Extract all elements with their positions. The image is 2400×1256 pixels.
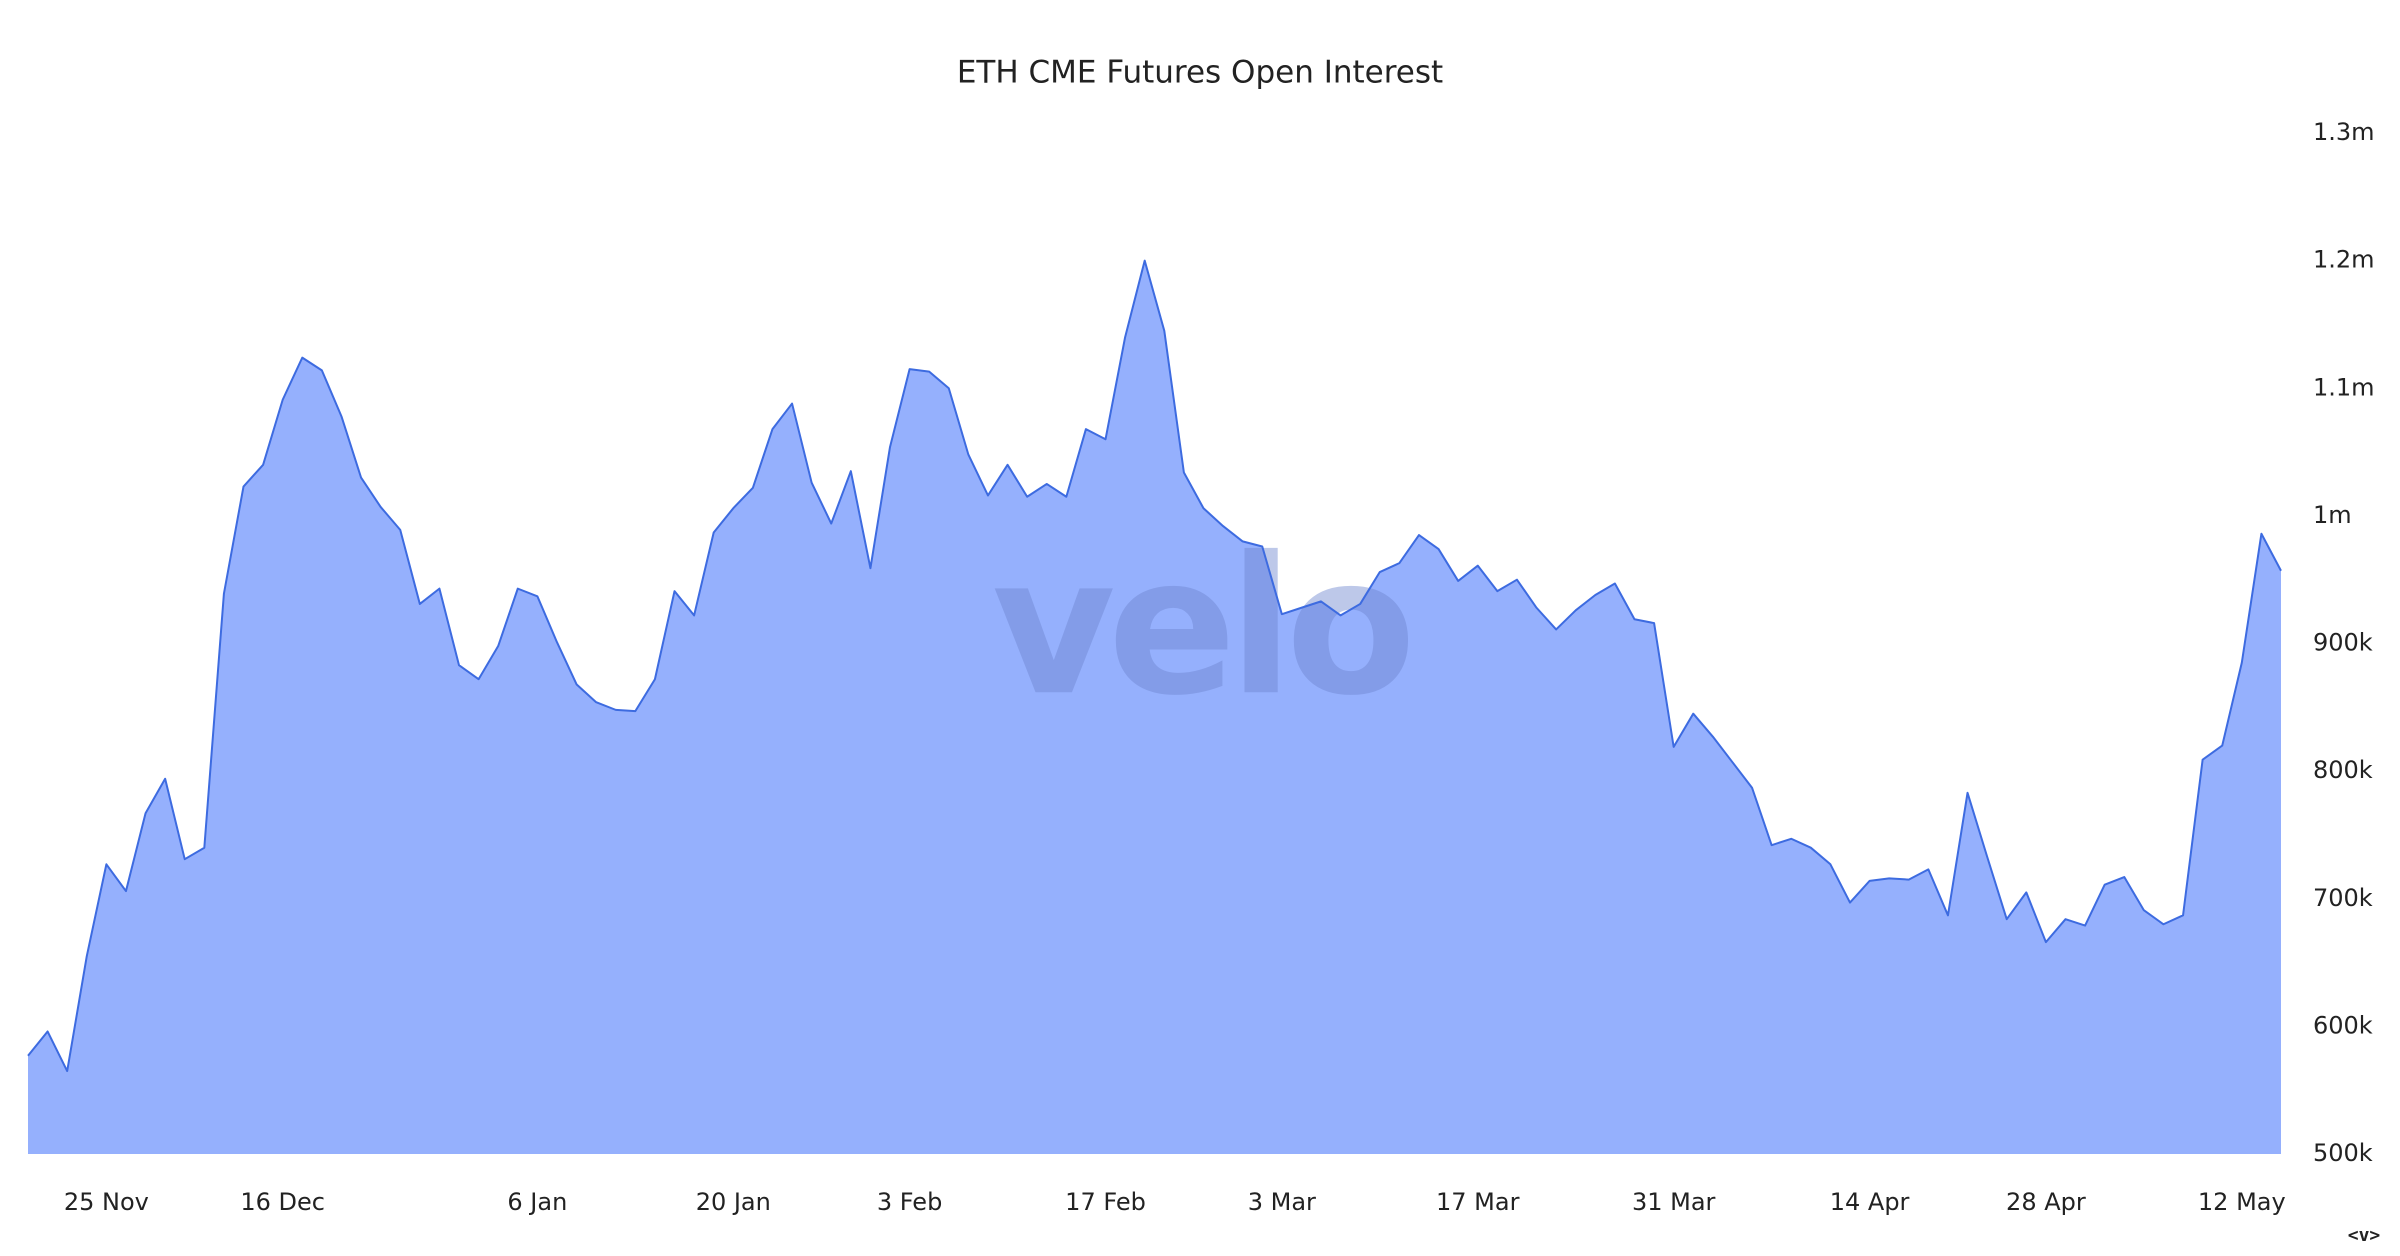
y-tick-label: 800k xyxy=(2313,756,2373,784)
watermark: velo xyxy=(992,516,1409,737)
y-tick-label: 1.3m xyxy=(2313,118,2375,146)
x-tick-label: 6 Jan xyxy=(507,1188,567,1216)
y-tick-label: 1m xyxy=(2313,501,2352,529)
x-tick-label: 16 Dec xyxy=(240,1188,325,1216)
y-tick-label: 1.2m xyxy=(2313,246,2375,274)
y-tick-label: 700k xyxy=(2313,884,2373,912)
y-tick-label: 1.1m xyxy=(2313,373,2375,401)
x-tick-label: 31 Mar xyxy=(1632,1188,1716,1216)
y-tick-label: 900k xyxy=(2313,629,2373,657)
y-tick-label: 600k xyxy=(2313,1011,2373,1039)
x-tick-label: 17 Feb xyxy=(1065,1188,1146,1216)
x-tick-label: 25 Nov xyxy=(64,1188,149,1216)
chart-control[interactable]: <v> xyxy=(2348,1225,2381,1246)
x-tick-label: 14 Apr xyxy=(1830,1188,1910,1216)
x-tick-label: 3 Feb xyxy=(877,1188,942,1216)
area-fill xyxy=(28,260,2281,1154)
x-tick-label: 12 May xyxy=(2198,1188,2286,1216)
x-tick-label: 17 Mar xyxy=(1436,1188,1520,1216)
chart-title: ETH CME Futures Open Interest xyxy=(957,55,1443,91)
y-tick-label: 500k xyxy=(2313,1139,2373,1167)
x-tick-label: 3 Mar xyxy=(1248,1188,1316,1216)
area-line xyxy=(27,259,2282,1073)
x-tick-label: 20 Jan xyxy=(696,1188,771,1216)
x-tick-label: 28 Apr xyxy=(2006,1188,2086,1216)
